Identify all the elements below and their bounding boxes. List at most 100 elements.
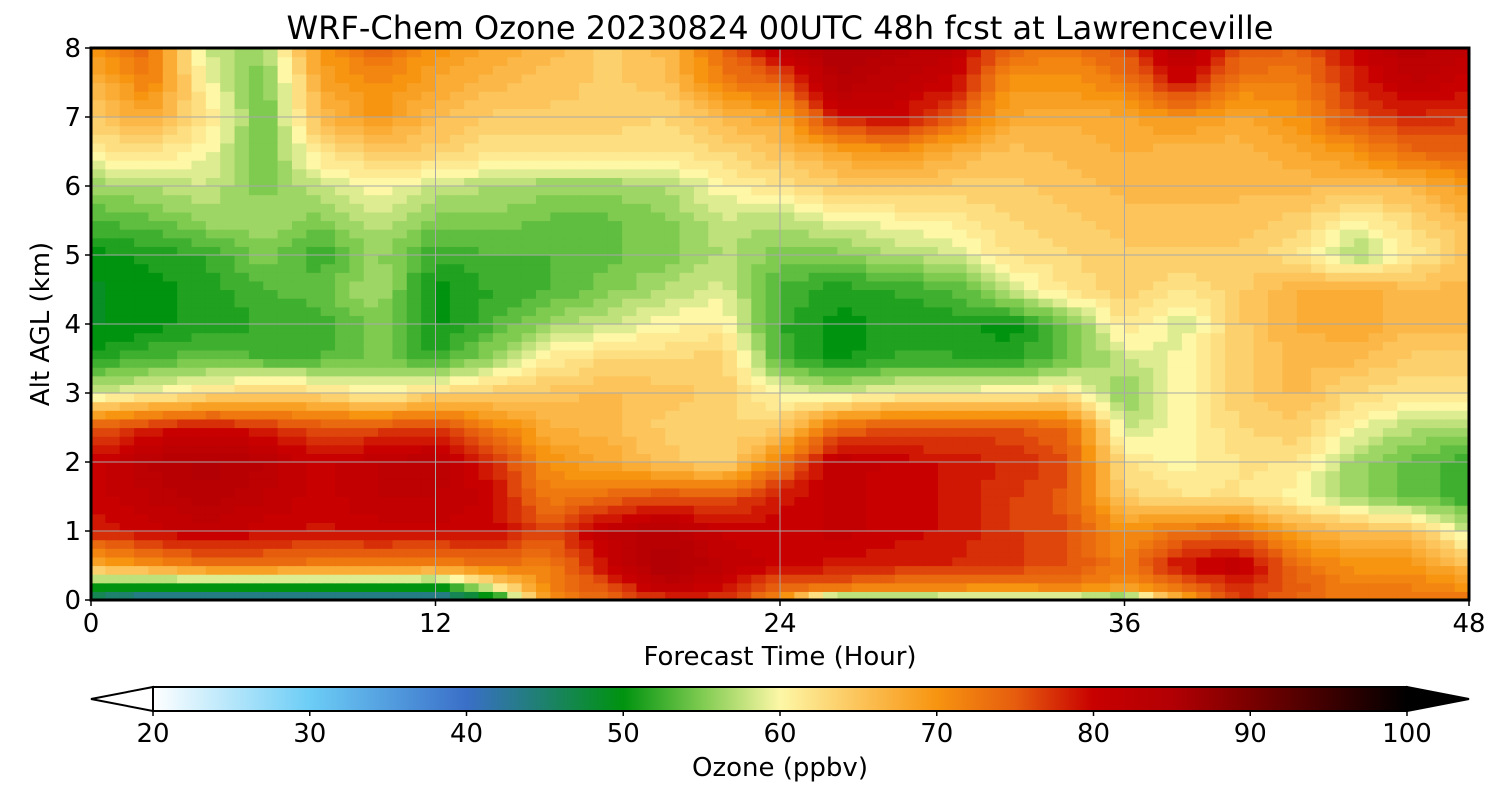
heatmap-cell [335, 203, 350, 213]
heatmap-cell [1167, 324, 1183, 334]
heatmap-cell [579, 324, 594, 334]
heatmap-cell [421, 427, 437, 437]
heatmap-cell [91, 444, 106, 454]
heatmap-cell [1067, 263, 1083, 273]
heatmap-cell [1095, 418, 1111, 429]
heatmap-cell [1397, 556, 1413, 567]
heatmap-cell [349, 496, 365, 506]
heatmap-cell [823, 237, 839, 247]
heatmap-cell [191, 591, 207, 600]
heatmap-cell [1311, 487, 1327, 498]
heatmap-cell [622, 582, 638, 592]
heatmap-cell [162, 194, 178, 204]
heatmap-cell [1325, 591, 1341, 600]
heatmap-cell [1095, 444, 1111, 454]
heatmap-cell [1239, 453, 1255, 463]
heatmap-cell [1425, 548, 1441, 558]
heatmap-cell [1382, 574, 1398, 584]
heatmap-cell [995, 436, 1011, 446]
heatmap-cell [1038, 289, 1054, 299]
heatmap-cell [665, 272, 681, 282]
heatmap-cell [722, 229, 738, 239]
heatmap-cell [134, 470, 150, 480]
heatmap-cell [277, 341, 293, 351]
heatmap-cell [851, 246, 867, 256]
heatmap-cell [966, 539, 982, 549]
heatmap-cell [392, 229, 408, 239]
heatmap-cell [1296, 436, 1312, 446]
heatmap-cell [521, 203, 537, 213]
heatmap-cell [291, 211, 307, 222]
heatmap-cell [464, 272, 480, 282]
heatmap-cell [162, 531, 178, 541]
heatmap-cell [1124, 168, 1140, 178]
heatmap-cell [119, 393, 135, 403]
heatmap-cell [535, 186, 551, 196]
heatmap-cell [1153, 393, 1169, 403]
heatmap-cell [177, 548, 193, 558]
heatmap-cell [866, 539, 882, 549]
heatmap-cell [1397, 151, 1413, 161]
heatmap-cell [923, 272, 939, 282]
heatmap-cell [1339, 367, 1355, 377]
heatmap-cell [177, 375, 193, 385]
heatmap-cell [1167, 470, 1183, 480]
heatmap-cell [535, 151, 551, 161]
heatmap-cell [1167, 462, 1183, 472]
heatmap-cell [263, 194, 279, 204]
heatmap-cell [421, 211, 437, 222]
heatmap-cell [406, 246, 422, 256]
heatmap-cell [1052, 591, 1068, 600]
heatmap-cell [966, 505, 982, 515]
heatmap-cell [593, 556, 609, 567]
heatmap-cell [980, 272, 996, 282]
heatmap-cell [780, 349, 795, 360]
heatmap-cell [1009, 548, 1025, 558]
heatmap-cell [1411, 582, 1427, 592]
heatmap-cell [191, 324, 207, 334]
heatmap-cell [636, 280, 652, 291]
heatmap-cell [435, 263, 451, 273]
heatmap-cell [191, 522, 207, 532]
heatmap-cell [765, 349, 781, 360]
heatmap-cell [1382, 203, 1398, 213]
heatmap-cell [1009, 160, 1025, 170]
heatmap-cell [1311, 194, 1327, 204]
heatmap-cell [1024, 513, 1039, 523]
heatmap-cell [248, 436, 264, 446]
heatmap-cell [808, 444, 824, 454]
heatmap-cell [866, 591, 882, 600]
heatmap-cell [263, 211, 279, 222]
heatmap-cell [1038, 186, 1054, 196]
heatmap-cell [1081, 349, 1097, 360]
heatmap-cell [148, 194, 164, 204]
heatmap-cell [1239, 436, 1255, 446]
heatmap-cell [751, 349, 767, 360]
heatmap-cell [1124, 358, 1140, 368]
heatmap-cell [665, 565, 681, 575]
heatmap-cell [564, 246, 580, 256]
heatmap-cell [851, 505, 867, 515]
heatmap-cell [579, 444, 594, 454]
heatmap-cell [765, 211, 781, 222]
heatmap-cell [1210, 522, 1226, 532]
heatmap-cell [550, 263, 566, 273]
heatmap-cell [880, 574, 896, 584]
heatmap-cell [650, 358, 666, 368]
heatmap-cell [1224, 160, 1240, 170]
heatmap-cell [1311, 462, 1327, 472]
heatmap-cell [650, 462, 666, 472]
heatmap-cell [507, 574, 523, 584]
heatmap-cell [1425, 186, 1441, 196]
heatmap-cell [1167, 229, 1183, 239]
heatmap-cell [521, 479, 537, 489]
heatmap-cell [1167, 306, 1183, 316]
heatmap-cell [1397, 487, 1413, 498]
heatmap-cell [1325, 582, 1341, 592]
heatmap-cell [952, 349, 968, 360]
heatmap-cell [1296, 479, 1312, 489]
heatmap-cell [1253, 194, 1269, 204]
heatmap-cell [837, 160, 853, 170]
heatmap-cell [263, 168, 279, 178]
heatmap-cell [1397, 384, 1413, 394]
